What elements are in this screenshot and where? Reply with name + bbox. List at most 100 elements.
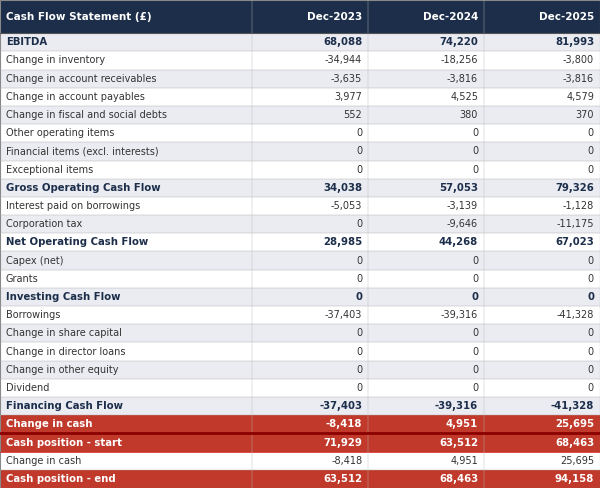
Text: Change in cash: Change in cash [6, 456, 82, 466]
Text: 0: 0 [356, 256, 362, 265]
Bar [252, 197, 368, 215]
Text: -37,403: -37,403 [325, 310, 362, 320]
Bar [252, 397, 368, 415]
Text: 0: 0 [472, 274, 478, 284]
Text: -3,635: -3,635 [331, 74, 362, 83]
Text: Change in share capital: Change in share capital [6, 328, 122, 338]
Bar [484, 379, 600, 397]
Bar [252, 215, 368, 233]
Bar [0, 270, 252, 288]
Text: 63,512: 63,512 [323, 474, 362, 484]
Text: Financial items (excl. interests): Financial items (excl. interests) [6, 146, 158, 157]
Text: 0: 0 [355, 292, 362, 302]
Bar [252, 433, 368, 451]
Text: 63,512: 63,512 [439, 438, 478, 447]
Bar [368, 306, 484, 324]
Bar [0, 343, 252, 361]
Bar [368, 379, 484, 397]
Bar [0, 324, 252, 343]
Text: Investing Cash Flow: Investing Cash Flow [6, 292, 121, 302]
Bar [368, 361, 484, 379]
Text: 71,929: 71,929 [323, 438, 362, 447]
Bar [0, 451, 252, 470]
Text: Change in account receivables: Change in account receivables [6, 74, 157, 83]
Bar [484, 106, 600, 124]
Text: -9,646: -9,646 [447, 219, 478, 229]
Text: -18,256: -18,256 [440, 56, 478, 65]
Bar [368, 251, 484, 270]
Bar [252, 142, 368, 161]
Text: 0: 0 [588, 383, 594, 393]
Bar [484, 324, 600, 343]
Bar [0, 433, 252, 451]
Bar [484, 415, 600, 433]
Text: 34,038: 34,038 [323, 183, 362, 193]
Text: 0: 0 [356, 383, 362, 393]
Bar [368, 288, 484, 306]
Bar [252, 288, 368, 306]
Bar [484, 0, 600, 33]
Text: 0: 0 [587, 292, 594, 302]
Bar [252, 106, 368, 124]
Text: Change in account payables: Change in account payables [6, 92, 145, 102]
Bar [0, 397, 252, 415]
Bar [484, 361, 600, 379]
Bar [0, 142, 252, 161]
Text: 68,463: 68,463 [439, 474, 478, 484]
Text: 0: 0 [472, 383, 478, 393]
Text: 3,977: 3,977 [334, 92, 362, 102]
Bar [252, 233, 368, 251]
Text: -37,403: -37,403 [319, 401, 362, 411]
Bar [0, 197, 252, 215]
Text: -11,175: -11,175 [557, 219, 594, 229]
Bar [484, 343, 600, 361]
Text: Cash position - start: Cash position - start [6, 438, 122, 447]
Bar [0, 470, 252, 488]
Text: 79,326: 79,326 [555, 183, 594, 193]
Bar [252, 324, 368, 343]
Text: -8,418: -8,418 [331, 456, 362, 466]
Bar [0, 51, 252, 70]
Text: 67,023: 67,023 [555, 237, 594, 247]
Text: Change in inventory: Change in inventory [6, 56, 105, 65]
Bar [0, 70, 252, 88]
Text: 4,579: 4,579 [566, 92, 594, 102]
Bar [484, 124, 600, 142]
Bar [484, 161, 600, 179]
Text: Exceptional items: Exceptional items [6, 164, 93, 175]
Text: 25,695: 25,695 [560, 456, 594, 466]
Text: 0: 0 [356, 328, 362, 338]
Text: 81,993: 81,993 [555, 37, 594, 47]
Text: 380: 380 [460, 110, 478, 120]
Bar [368, 106, 484, 124]
Text: Gross Operating Cash Flow: Gross Operating Cash Flow [6, 183, 161, 193]
Text: 4,951: 4,951 [451, 456, 478, 466]
Bar [252, 51, 368, 70]
Bar [484, 142, 600, 161]
Text: 0: 0 [471, 292, 478, 302]
Text: 370: 370 [575, 110, 594, 120]
Bar [368, 415, 484, 433]
Text: 0: 0 [356, 219, 362, 229]
Bar [484, 233, 600, 251]
Text: 0: 0 [356, 365, 362, 375]
Text: -1,128: -1,128 [563, 201, 594, 211]
Text: Dec-2023: Dec-2023 [307, 12, 362, 21]
Text: Financing Cash Flow: Financing Cash Flow [6, 401, 123, 411]
Bar [0, 379, 252, 397]
Bar [368, 324, 484, 343]
Bar [368, 70, 484, 88]
Text: Borrowings: Borrowings [6, 310, 61, 320]
Text: -34,944: -34,944 [325, 56, 362, 65]
Bar [0, 233, 252, 251]
Bar [368, 433, 484, 451]
Text: 0: 0 [356, 146, 362, 157]
Text: 0: 0 [472, 128, 478, 138]
Text: 0: 0 [356, 274, 362, 284]
Text: Change in other equity: Change in other equity [6, 365, 119, 375]
Text: -3,139: -3,139 [447, 201, 478, 211]
Bar [484, 288, 600, 306]
Text: EBITDA: EBITDA [6, 37, 47, 47]
Text: Cash position - end: Cash position - end [6, 474, 116, 484]
Bar [484, 470, 600, 488]
